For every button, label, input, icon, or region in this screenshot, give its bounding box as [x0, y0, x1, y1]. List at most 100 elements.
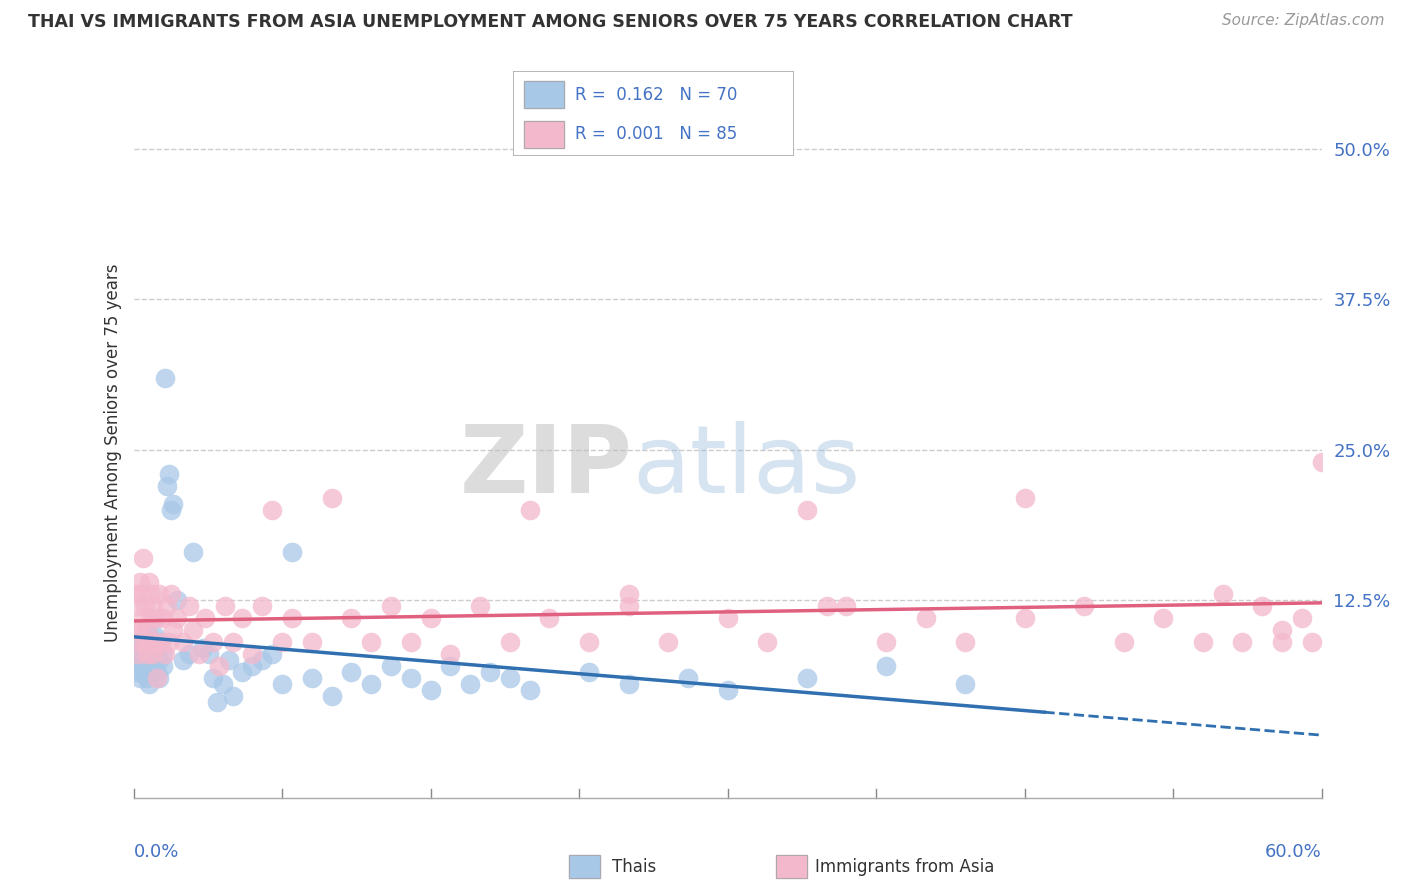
- Point: [208, 659, 231, 673]
- Text: 0.0%: 0.0%: [134, 843, 179, 862]
- Point: [142, 611, 165, 625]
- Point: [252, 653, 274, 667]
- Point: [242, 647, 264, 661]
- Point: [717, 611, 740, 625]
- Point: [815, 599, 838, 613]
- Point: [1014, 491, 1036, 505]
- Point: [321, 689, 343, 703]
- Point: [142, 599, 165, 613]
- Point: [953, 677, 976, 691]
- Text: 60.0%: 60.0%: [1265, 843, 1322, 862]
- Point: [360, 635, 382, 649]
- Point: [1232, 635, 1254, 649]
- Point: [134, 599, 156, 613]
- Point: [136, 623, 159, 637]
- Point: [146, 641, 169, 656]
- Point: [1152, 611, 1174, 625]
- Point: [127, 599, 149, 613]
- Point: [198, 647, 221, 661]
- Point: [146, 671, 169, 685]
- Point: [172, 635, 194, 649]
- Point: [478, 665, 502, 679]
- Point: [201, 671, 224, 685]
- Point: [340, 665, 363, 679]
- Point: [143, 635, 166, 649]
- Point: [136, 635, 159, 649]
- Point: [128, 671, 150, 685]
- Point: [796, 503, 818, 517]
- Point: [875, 635, 897, 649]
- Point: [214, 599, 236, 613]
- Point: [340, 611, 363, 625]
- Point: [124, 623, 146, 637]
- Point: [128, 623, 150, 637]
- Point: [132, 653, 155, 667]
- Point: [131, 587, 153, 601]
- Point: [519, 503, 541, 517]
- Point: [756, 635, 779, 649]
- Point: [676, 671, 699, 685]
- Point: [468, 599, 491, 613]
- Point: [578, 635, 600, 649]
- Point: [419, 683, 441, 698]
- Point: [1301, 635, 1323, 649]
- Point: [166, 611, 188, 625]
- Bar: [524, 80, 564, 108]
- Point: [181, 623, 204, 637]
- Point: [127, 647, 149, 661]
- Point: [177, 599, 200, 613]
- Point: [796, 671, 818, 685]
- Point: [953, 635, 976, 649]
- Point: [211, 677, 233, 691]
- Point: [160, 503, 183, 517]
- Text: THAI VS IMMIGRANTS FROM ASIA UNEMPLOYMENT AMONG SENIORS OVER 75 YEARS CORRELATIO: THAI VS IMMIGRANTS FROM ASIA UNEMPLOYMEN…: [28, 13, 1073, 31]
- Text: R =  0.001   N = 85: R = 0.001 N = 85: [575, 125, 737, 143]
- Point: [148, 653, 170, 667]
- Point: [1191, 635, 1213, 649]
- Point: [201, 635, 224, 649]
- Point: [717, 683, 740, 698]
- Point: [242, 659, 264, 673]
- Y-axis label: Unemployment Among Seniors over 75 years: Unemployment Among Seniors over 75 years: [104, 263, 122, 642]
- Point: [150, 635, 173, 649]
- Point: [1251, 599, 1274, 613]
- Point: [399, 635, 422, 649]
- Point: [439, 659, 461, 673]
- Point: [156, 599, 179, 613]
- Point: [177, 647, 200, 661]
- Point: [162, 623, 184, 637]
- Point: [321, 491, 343, 505]
- Point: [1291, 611, 1313, 625]
- Point: [155, 647, 177, 661]
- Bar: [524, 120, 564, 147]
- Point: [142, 647, 165, 661]
- Point: [127, 665, 149, 679]
- Point: [205, 695, 228, 709]
- Point: [131, 659, 153, 673]
- Point: [1112, 635, 1135, 649]
- Point: [146, 665, 169, 679]
- Point: [271, 635, 294, 649]
- Point: [262, 503, 284, 517]
- Point: [166, 593, 188, 607]
- Point: [142, 647, 165, 661]
- Text: ZIP: ZIP: [460, 420, 633, 513]
- Point: [1073, 599, 1095, 613]
- Point: [152, 647, 174, 661]
- Point: [221, 635, 243, 649]
- Point: [458, 677, 481, 691]
- Text: R =  0.162   N = 70: R = 0.162 N = 70: [575, 87, 737, 104]
- Point: [141, 611, 163, 625]
- Point: [148, 587, 170, 601]
- Point: [134, 647, 156, 661]
- Point: [301, 671, 323, 685]
- Point: [152, 659, 174, 673]
- Point: [380, 659, 402, 673]
- Point: [172, 653, 194, 667]
- Point: [252, 599, 274, 613]
- Point: [181, 545, 204, 559]
- Point: [124, 587, 146, 601]
- Point: [499, 635, 522, 649]
- Point: [578, 665, 600, 679]
- Point: [1271, 623, 1294, 637]
